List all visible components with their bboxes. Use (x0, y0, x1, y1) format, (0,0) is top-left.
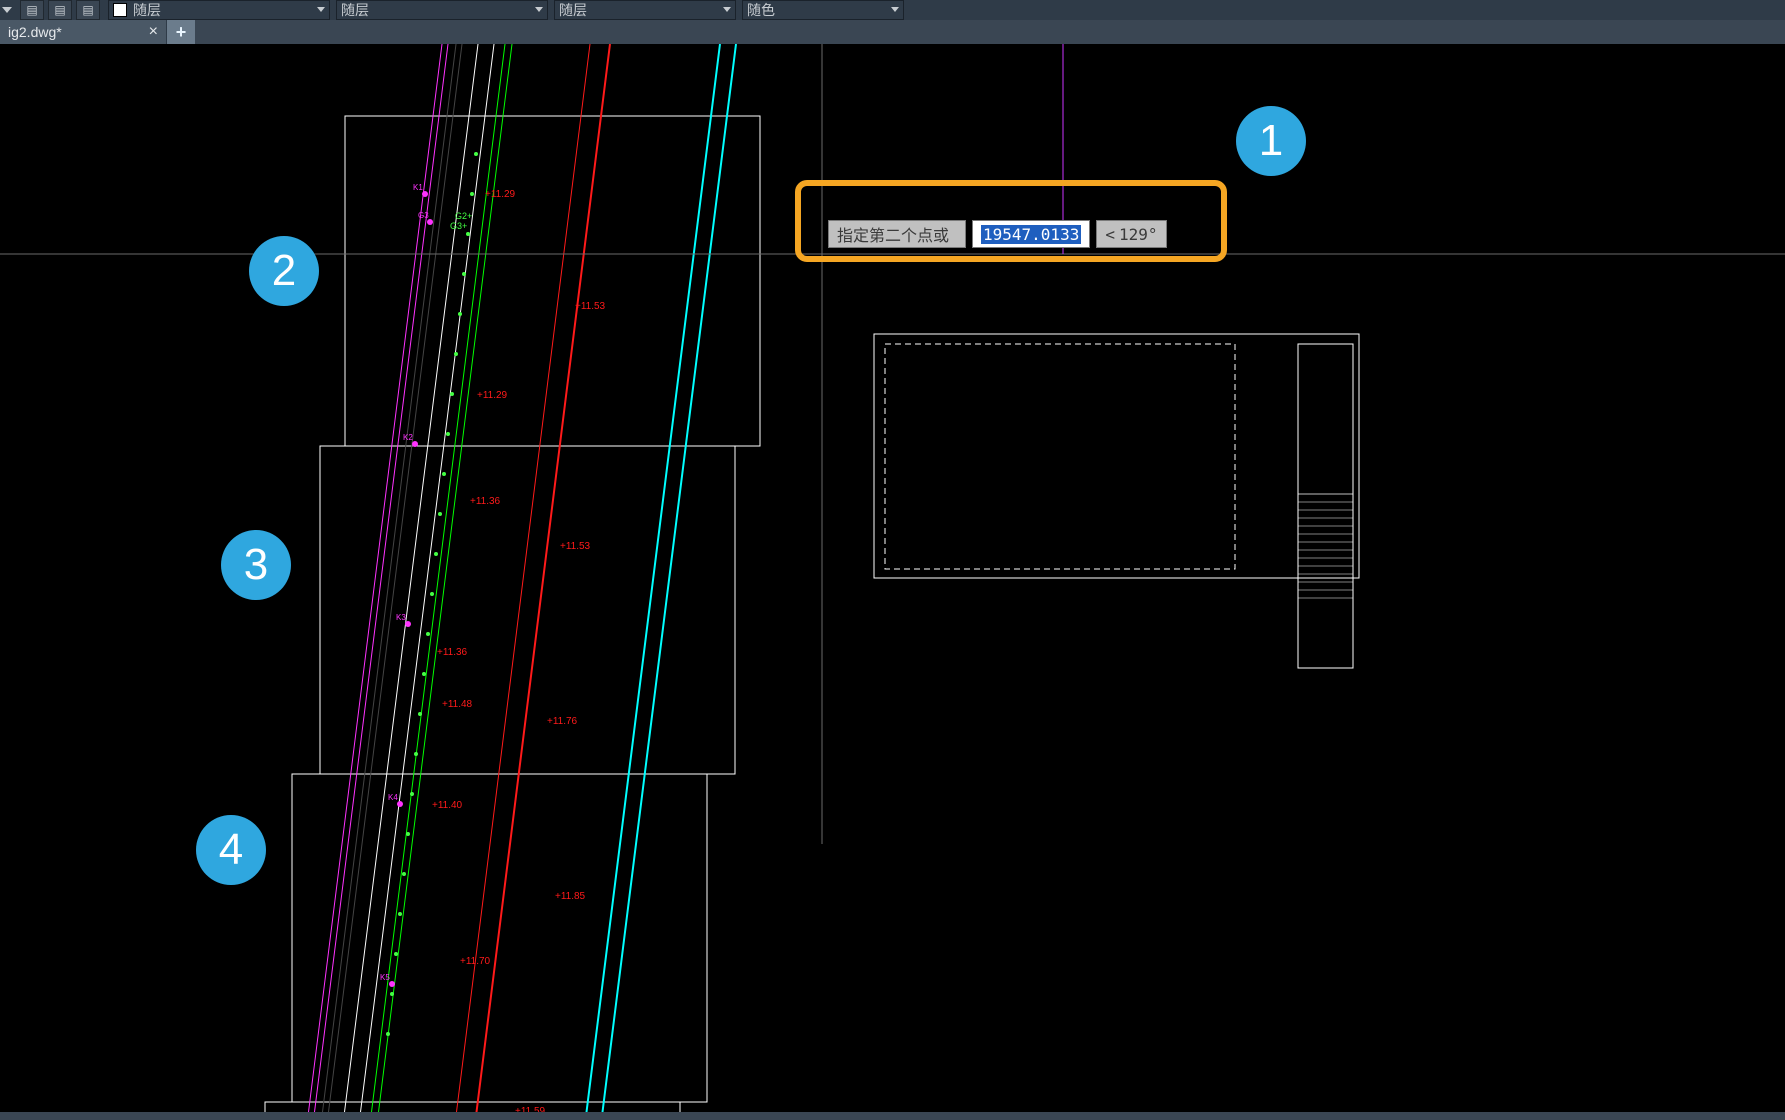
toolbar-icon-1[interactable]: ▤ (20, 0, 44, 20)
layer-color-swatch (113, 3, 127, 17)
chevron-down-icon (317, 7, 325, 12)
status-bar (0, 1112, 1785, 1120)
annotation-callout-3: 3 (221, 530, 291, 600)
toolbar-icon-3[interactable]: ▤ (76, 0, 100, 20)
toolbar-dropdown-label: 随色 (747, 0, 775, 20)
document-tab-active[interactable]: ig2.dwg* × (0, 20, 167, 44)
toolbar-dropdown-trigger[interactable] (2, 7, 12, 13)
svg-text:+11.53: +11.53 (560, 541, 591, 552)
new-tab-button[interactable]: + (167, 20, 195, 44)
dynamic-input-distance-value: 19547.0133 (981, 225, 1081, 244)
close-icon[interactable]: × (149, 23, 158, 41)
svg-text:G3: G3 (418, 211, 429, 220)
svg-text:+11.70: +11.70 (460, 956, 491, 967)
annotation-callout-1: 1 (1236, 106, 1306, 176)
svg-text:+11.29: +11.29 (485, 189, 516, 200)
svg-text:+11.85: +11.85 (555, 891, 586, 902)
svg-text:G3+: G3+ (450, 221, 467, 231)
chevron-down-icon (891, 7, 899, 12)
toolbar-dropdown-0[interactable]: 随层 (108, 0, 330, 20)
dynamic-input-group: 指定第二个点或 19547.0133 < 129° (828, 220, 1167, 248)
annotation-callout-2: 2 (249, 236, 319, 306)
svg-text:+11.29: +11.29 (477, 390, 508, 401)
toolbar-dropdown-2[interactable]: 随层 (554, 0, 736, 20)
svg-text:K1: K1 (413, 183, 423, 192)
svg-text:+11.53: +11.53 (575, 301, 606, 312)
annotation-callout-4: 4 (196, 815, 266, 885)
chevron-down-icon (535, 7, 543, 12)
toolbar-dropdown-label: 随层 (133, 0, 161, 20)
svg-text:K3: K3 (396, 613, 406, 622)
top-toolbar: ▤ ▤ ▤ 随层 随层 随层 随色 (0, 0, 1785, 20)
dynamic-input-prompt-text: 指定第二个点或 (837, 222, 949, 246)
toolbar-dropdown-1[interactable]: 随层 (336, 0, 548, 20)
angle-lt-icon: < (1105, 225, 1115, 244)
document-tab-label: ig2.dwg* (8, 24, 62, 40)
svg-text:K2: K2 (403, 433, 413, 442)
svg-text:G2+: G2+ (455, 211, 472, 221)
document-tab-bar: ig2.dwg* × + (0, 20, 1785, 44)
svg-text:+11.36: +11.36 (437, 647, 468, 658)
toolbar-dropdown-label: 随层 (559, 0, 587, 20)
svg-text:K4: K4 (388, 793, 398, 802)
dynamic-input-prompt: 指定第二个点或 (828, 220, 966, 248)
svg-text:+11.36: +11.36 (470, 496, 501, 507)
dynamic-input-angle-value: 129° (1119, 225, 1158, 244)
chevron-down-icon (723, 7, 731, 12)
dynamic-input-distance[interactable]: 19547.0133 (972, 220, 1090, 248)
toolbar-icon-2[interactable]: ▤ (48, 0, 72, 20)
toolbar-dropdown-label: 随层 (341, 0, 369, 20)
svg-text:+11.76: +11.76 (547, 716, 578, 727)
svg-text:+11.40: +11.40 (432, 800, 463, 811)
svg-text:+11.48: +11.48 (442, 699, 473, 710)
dynamic-input-angle[interactable]: < 129° (1096, 220, 1166, 248)
toolbar-dropdown-3[interactable]: 随色 (742, 0, 904, 20)
svg-text:K5: K5 (380, 973, 390, 982)
